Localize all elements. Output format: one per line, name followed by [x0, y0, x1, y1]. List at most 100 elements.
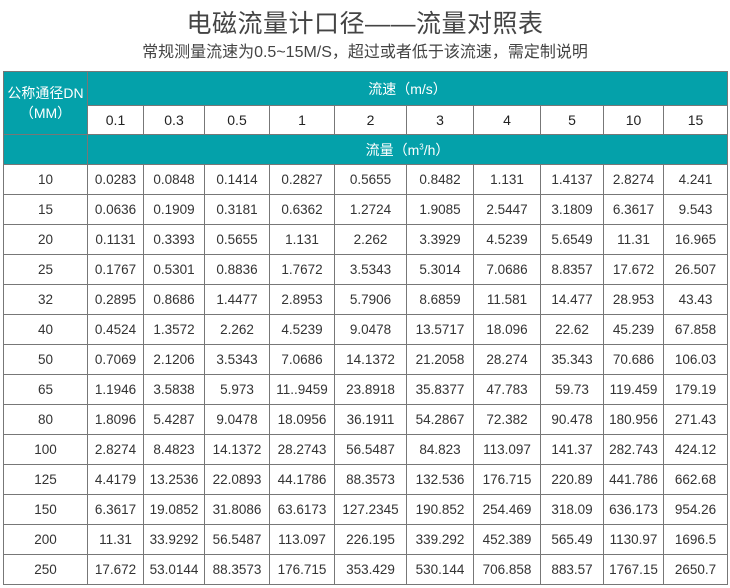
flow-cell: 2.1206 [143, 344, 205, 375]
flow-header-prefix: 流量（m [365, 141, 420, 158]
flow-cell: 113.097 [269, 524, 335, 555]
table-row: 125 4.4179 13.2536 22.0893 44.1786 88.3573 132… [3, 464, 729, 495]
dn-cell: 25 [3, 254, 88, 285]
dn-header: 公称通径DN （MM） [3, 71, 88, 135]
flow-cell: 1.1946 [87, 374, 144, 405]
flow-cell: 36.1911 [334, 404, 407, 435]
flow-cell: 19.0852 [143, 494, 205, 525]
dn-header-blank [3, 134, 88, 165]
flow-cell: 1130.97 [603, 524, 664, 555]
flow-cell: 11..9459 [269, 374, 335, 405]
flow-cell: 452.389 [473, 524, 541, 555]
flow-cell: 31.8086 [204, 494, 270, 525]
flow-cell: 11.31 [87, 524, 144, 555]
flow-cell: 1.8096 [87, 404, 144, 435]
flow-cell: 13.5717 [406, 314, 474, 345]
flow-cell: 33.9292 [143, 524, 205, 555]
flow-cell: 2.5447 [473, 194, 541, 225]
flow-cell: 339.292 [406, 524, 474, 555]
flow-cell: 67.858 [662, 314, 729, 345]
flow-cell: 0.8482 [406, 164, 474, 195]
velocity-cell: 4 [473, 105, 541, 135]
flow-cell: 1.131 [269, 224, 335, 255]
flow-cell: 2.262 [204, 314, 270, 345]
flow-cell: 0.5301 [143, 254, 205, 285]
flow-cell: 353.429 [334, 554, 407, 585]
flow-cell: 3.5343 [204, 344, 270, 375]
flow-header: 流量（m3/h） [86, 134, 729, 165]
flow-cell: 7.0686 [269, 344, 335, 375]
flow-table: 公称通径DN （MM） 流速（m/s） 0.1 0.3 0.5 1 2 3 4 5 10 15 流… [3, 71, 729, 585]
flow-cell: 176.715 [269, 554, 335, 585]
flow-cell: 106.03 [662, 344, 729, 375]
flow-cell: 9.0478 [204, 404, 270, 435]
flow-cell: 0.5655 [204, 224, 270, 255]
flow-cell: 4.241 [662, 164, 729, 195]
flow-cell: 4.5239 [473, 224, 541, 255]
flow-cell: 190.852 [406, 494, 474, 525]
velocity-cell: 0.5 [204, 105, 270, 135]
flow-cell: 53.0144 [143, 554, 205, 585]
flow-cell: 56.5487 [204, 524, 270, 555]
flow-cell: 0.5655 [334, 164, 407, 195]
dn-header-line2: （MM） [19, 105, 72, 121]
flow-cell: 318.09 [540, 494, 604, 525]
flow-cell: 28.274 [473, 344, 541, 375]
flow-cell: 43.43 [662, 284, 729, 315]
dn-cell: 100 [3, 434, 88, 465]
table-row: 100 2.8274 8.4823 14.1372 28.2743 56.5487 84.8… [3, 434, 729, 465]
velocity-cell: 3 [406, 105, 474, 135]
flow-cell: 8.6859 [406, 284, 474, 315]
flow-header-suffix: /h） [423, 141, 450, 158]
table-row: 250 17.672 53.0144 88.3573 176.715 353.429 530… [3, 554, 729, 585]
flow-cell: 0.3393 [143, 224, 205, 255]
table-row: 10 0.0283 0.0848 0.1414 0.2827 0.5655 0.8482 1.… [3, 164, 729, 195]
flow-cell: 254.469 [473, 494, 541, 525]
flow-cell: 84.823 [406, 434, 474, 465]
flow-cell: 0.2895 [87, 284, 144, 315]
dn-cell: 40 [3, 314, 88, 345]
flow-cell: 662.68 [662, 464, 729, 495]
flow-cell: 141.37 [540, 434, 604, 465]
table-row: 200 11.31 33.9292 56.5487 113.097 226.195 339.… [3, 524, 729, 555]
flow-cell: 113.097 [473, 434, 541, 465]
dn-cell: 32 [3, 284, 88, 315]
flow-cell: 0.1414 [204, 164, 270, 195]
velocity-cell: 2 [334, 105, 407, 135]
flow-cell: 5.4287 [143, 404, 205, 435]
flow-cell: 2.8953 [269, 284, 335, 315]
velocity-cell: 15 [662, 105, 729, 135]
flow-cell: 706.858 [473, 554, 541, 585]
flow-cell: 35.8377 [406, 374, 474, 405]
flow-cell: 28.2743 [269, 434, 335, 465]
flow-cell: 119.459 [603, 374, 664, 405]
dn-cell: 250 [3, 554, 88, 585]
flow-cell: 21.2058 [406, 344, 474, 375]
flow-cell: 8.8357 [540, 254, 604, 285]
flow-cell: 1.7672 [269, 254, 335, 285]
flow-cell: 1.3572 [143, 314, 205, 345]
flow-cell: 14.1372 [204, 434, 270, 465]
flow-cell: 441.786 [603, 464, 664, 495]
flow-cell: 28.953 [603, 284, 664, 315]
flow-cell: 44.1786 [269, 464, 335, 495]
flow-cell: 0.0283 [87, 164, 144, 195]
flow-cell: 56.5487 [334, 434, 407, 465]
table-row: 15 0.0636 0.1909 0.3181 0.6362 1.2724 1.9085 2.… [3, 194, 729, 225]
flow-cell: 23.8918 [334, 374, 407, 405]
flow-cell: 22.62 [540, 314, 604, 345]
flow-cell: 179.19 [662, 374, 729, 405]
dn-cell: 65 [3, 374, 88, 405]
flow-cell: 70.686 [603, 344, 664, 375]
flow-cell: 1.4477 [204, 284, 270, 315]
table-row: 25 0.1767 0.5301 0.8836 1.7672 3.5343 5.3014 7.… [3, 254, 729, 285]
table-row: 80 1.8096 5.4287 9.0478 18.0956 36.1911 54.286… [3, 404, 729, 435]
flow-cell: 4.4179 [87, 464, 144, 495]
flow-cell: 0.1767 [87, 254, 144, 285]
dn-cell: 80 [3, 404, 88, 435]
dn-cell: 200 [3, 524, 88, 555]
flow-cell: 0.1131 [87, 224, 144, 255]
flow-cell: 7.0686 [473, 254, 541, 285]
table-row: 20 0.1131 0.3393 0.5655 1.131 2.262 3.3929 4.52… [3, 224, 729, 255]
flow-cell: 0.3181 [204, 194, 270, 225]
